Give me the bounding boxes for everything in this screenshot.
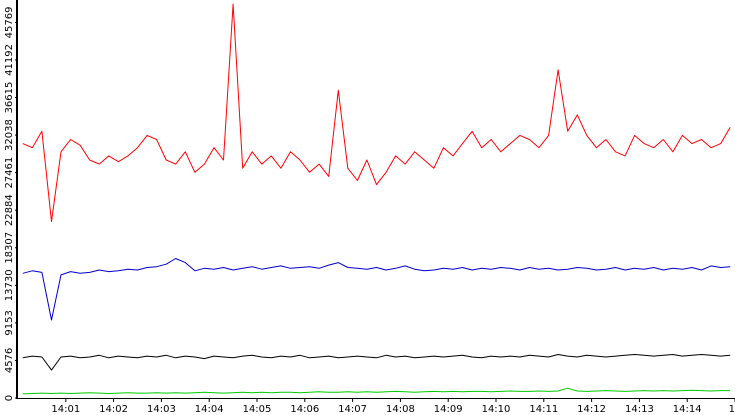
x-tick-label: 14:11: [529, 404, 558, 415]
x-tick-label: 14:03: [147, 404, 176, 415]
y-tick-label: 36615: [4, 82, 15, 114]
y-tick-label: 13730: [4, 269, 15, 301]
x-tick-label: 14: [729, 404, 735, 415]
y-tick-label: 18307: [4, 232, 15, 264]
x-tick-label: 14:04: [195, 404, 224, 415]
y-tick-label: 41192: [4, 44, 15, 76]
x-tick-label: 14:02: [99, 404, 128, 415]
y-tick-label: 27461: [4, 157, 15, 189]
x-tick-label: 14:13: [625, 404, 654, 415]
x-tick-label: 14:07: [338, 404, 367, 415]
y-tick-label: 0: [4, 395, 15, 401]
y-tick-label: 32038: [4, 119, 15, 151]
series-line: [22, 387, 731, 395]
x-tick-label: 14:01: [51, 404, 80, 415]
x-tick-label: 14:05: [243, 404, 272, 415]
x-tick-label: 14:14: [673, 404, 702, 415]
x-tick-label: 14:09: [434, 404, 463, 415]
y-tick-label: 4576: [4, 348, 15, 373]
y-tick-label: 22884: [4, 194, 15, 226]
series-line: [22, 354, 731, 371]
series-line: [22, 258, 731, 321]
x-tick-label: 14:12: [577, 404, 606, 415]
y-tick-label: 45769: [4, 7, 15, 39]
x-tick-label: 14:06: [290, 404, 319, 415]
x-tick-label: 14:10: [482, 404, 511, 415]
y-tick-label: 9153: [4, 310, 15, 335]
series-line: [22, 3, 731, 223]
x-tick-label: 14:08: [386, 404, 415, 415]
